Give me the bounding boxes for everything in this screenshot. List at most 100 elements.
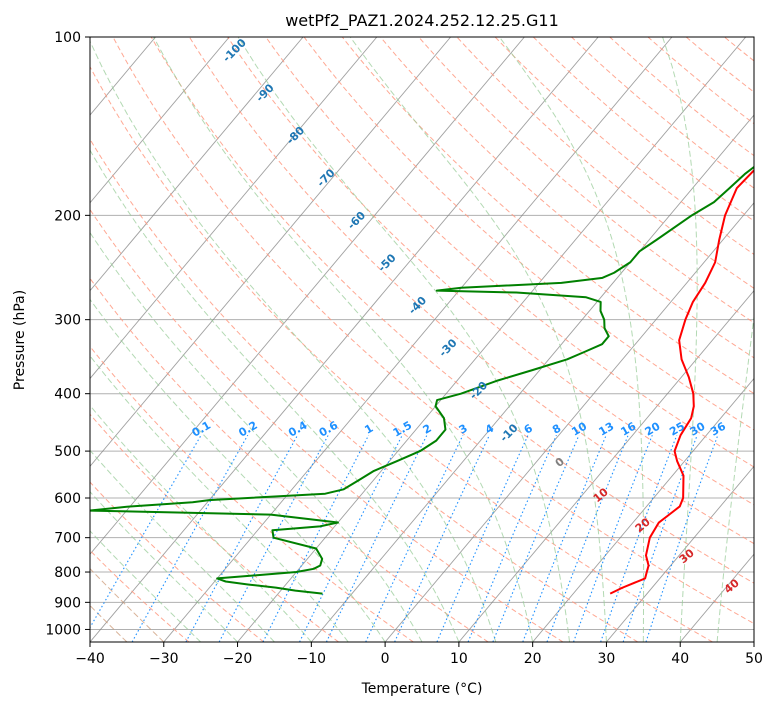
mixing-ratio-line (185, 434, 299, 642)
isotherm-line (0, 37, 8, 642)
dry-adiabat-line (303, 37, 754, 431)
isotherm-line (163, 37, 673, 642)
mixing-ratio-line (645, 434, 719, 642)
temperature-profile-line (609, 168, 754, 595)
mixing-ratio-line (90, 434, 202, 629)
dry-adiabat-label: -100 (220, 36, 249, 65)
dry-adiabat-line (112, 37, 754, 625)
isotherm-line (90, 37, 304, 292)
x-tick-label: −20 (223, 651, 253, 667)
dry-adiabat-line (532, 37, 754, 222)
mixing-ratio-label: 16 (619, 420, 639, 439)
mixing-ratio-line (325, 434, 428, 642)
moist-adiabat-label: 30 (677, 546, 697, 566)
mixing-ratio-line (131, 434, 249, 642)
mixing-ratio-label: 6 (522, 421, 535, 436)
moist-adiabat-line (90, 449, 275, 642)
mixing-ratio-line (546, 434, 629, 642)
isotherm-line (606, 465, 754, 642)
mixing-ratio-line (262, 434, 370, 642)
x-tick-label: 40 (671, 651, 689, 667)
mixing-ratio-line (600, 434, 678, 642)
mixing-ratio-label: 20 (643, 420, 663, 439)
mixing-ratio-line (622, 434, 698, 642)
dry-adiabat-line (227, 37, 754, 506)
mixing-ratio-line (299, 434, 403, 642)
y-tick-label: 200 (54, 208, 81, 224)
moist-adiabat-line (716, 312, 754, 642)
mixing-ratio-line (573, 434, 653, 642)
dry-adiabat-label: -20 (467, 379, 490, 402)
dry-adiabat-line (188, 37, 754, 545)
isotherm-line (753, 641, 754, 642)
mixing-ratio-line (467, 434, 557, 642)
isotherm-line (90, 37, 525, 555)
dry-adiabat-line (90, 208, 564, 642)
x-axis-label: Temperature (°C) (361, 681, 483, 697)
x-tick-label: 10 (450, 651, 468, 667)
mixing-ratio-line (365, 434, 464, 642)
mixing-ratio-line (522, 434, 607, 642)
moist-adiabat-line (90, 355, 349, 642)
isotherm-line (90, 37, 451, 468)
y-tick-label: 900 (54, 595, 81, 611)
mixing-ratio-label: 2 (421, 422, 434, 437)
dry-adiabat-label: -10 (497, 421, 520, 444)
mixing-ratio-label: 0.1 (190, 419, 213, 440)
isotherm-line (679, 553, 754, 642)
dry-adiabat-line (90, 413, 339, 642)
dry-adiabat-line (763, 37, 775, 642)
dry-adiabat-line (90, 549, 190, 642)
dry-adiabat-line (494, 37, 754, 255)
moist-adiabat-line (90, 149, 460, 642)
y-tick-label: 700 (54, 531, 81, 547)
dry-adiabat-line (150, 37, 754, 584)
dry-adiabat-line (265, 37, 754, 468)
x-tick-label: 0 (381, 651, 390, 667)
dry-adiabat-line (90, 138, 639, 642)
dry-adiabat-label: -50 (375, 251, 398, 274)
y-axis-label: Pressure (hPa) (12, 290, 28, 390)
dry-adiabat-line (90, 481, 265, 642)
mixing-ratio-line (218, 434, 329, 642)
moist-adiabat-line (90, 404, 312, 642)
mixing-ratio-label: 10 (569, 420, 589, 439)
y-tick-label: 1000 (45, 622, 81, 638)
chart-title: wetPf2_PAZ1.2024.252.12.25.G11 (285, 11, 559, 31)
moist-adiabat-line (349, 37, 607, 642)
y-tick-label: 300 (54, 313, 81, 329)
moist-adiabat-label: 20 (633, 515, 653, 535)
mixing-ratio-label: 3 (457, 422, 470, 437)
moist-adiabat-line (90, 567, 165, 642)
moist-adiabat-line (90, 490, 238, 642)
isotherm-line (90, 37, 599, 642)
mixing-ratio-label: 0.2 (236, 419, 259, 440)
mixing-ratio-label: 36 (708, 420, 728, 439)
y-tick-label: 600 (54, 491, 81, 507)
isotherm-line (532, 377, 754, 642)
moist-adiabat-label: 40 (722, 576, 742, 596)
x-tick-label: −10 (297, 651, 327, 667)
plot-frame (89, 36, 755, 643)
x-tick-label: 20 (524, 651, 542, 667)
dry-adiabat-label: -30 (436, 336, 459, 359)
moist-adiabat-line (237, 37, 571, 642)
isotherm-line (90, 37, 230, 204)
mixing-ratio-line (394, 434, 490, 642)
mixing-ratio-line (492, 434, 580, 642)
x-tick-label: −30 (149, 651, 179, 667)
x-tick-label: 50 (745, 651, 763, 667)
moist-adiabat-line (90, 231, 423, 642)
line-labels: 0.1 0.2 0.4 0.6 1 1.5 2 3 4 6 8 10 13 16 20 25 30 36-100-… (190, 36, 742, 596)
dry-adiabat-line (90, 277, 489, 642)
moist-adiabat-line (499, 37, 645, 642)
dry-adiabat-line (380, 37, 754, 359)
moist-adiabat-line (662, 37, 698, 642)
mixing-ratio-line (436, 434, 529, 642)
y-tick-label: 800 (54, 565, 81, 581)
dry-adiabat-line (341, 37, 754, 395)
dry-adiabat-line (456, 37, 754, 289)
series-lines (90, 165, 754, 595)
moist-adiabat-line (90, 40, 497, 642)
